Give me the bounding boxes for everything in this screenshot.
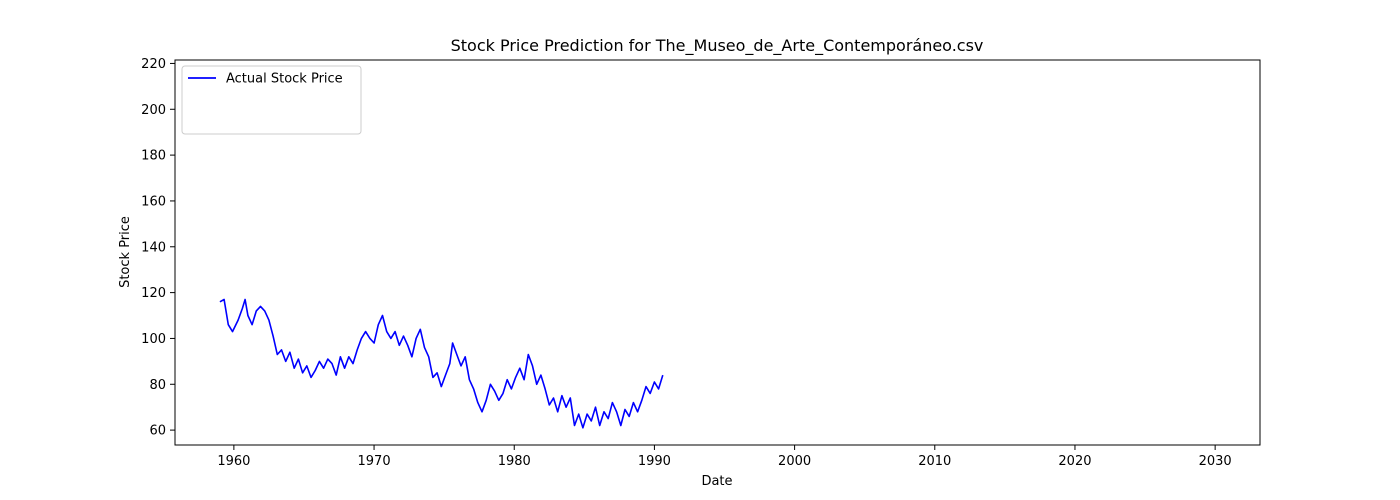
y-tick-label: 120: [141, 286, 166, 301]
x-tick-label: 1970: [358, 454, 391, 469]
x-tick-label: 1990: [638, 454, 671, 469]
x-axis-label: Date: [701, 474, 732, 489]
y-tick-label: 180: [141, 149, 166, 164]
x-tick-label: 1980: [498, 454, 531, 469]
x-tick-label: 1960: [217, 454, 250, 469]
legend: Actual Stock Price: [181, 65, 362, 135]
legend-entries: Actual Stock Price: [188, 72, 343, 87]
series-line-0: [219, 298, 664, 429]
legend-label-0: Actual Stock Price: [226, 72, 343, 87]
x-tick-label: 2030: [1199, 454, 1232, 469]
y-axis-label: Stock Price: [118, 216, 133, 288]
x-tick-label: 2010: [918, 454, 951, 469]
x-tick-label: 2020: [1058, 454, 1091, 469]
y-tick-label: 220: [141, 57, 166, 72]
y-tick-label: 100: [141, 332, 166, 347]
y-tick-label: 160: [141, 194, 166, 209]
x-axis: 1960 1970 1980 1990 2000 2010 2020 2030: [217, 445, 1232, 469]
plot-area: [174, 59, 1261, 446]
y-tick-label: 140: [141, 240, 166, 255]
y-tick-label: 80: [149, 378, 166, 393]
series-layer: [219, 298, 664, 429]
legend-box: [181, 65, 362, 135]
y-tick-label: 200: [141, 103, 166, 118]
y-axis: 60 80 100 120 140 160 180 200 220: [141, 57, 175, 439]
y-tick-label: 60: [149, 424, 166, 439]
chart-title: Stock Price Prediction for The_Museo_de_…: [451, 36, 984, 56]
x-tick-label: 2000: [778, 454, 811, 469]
